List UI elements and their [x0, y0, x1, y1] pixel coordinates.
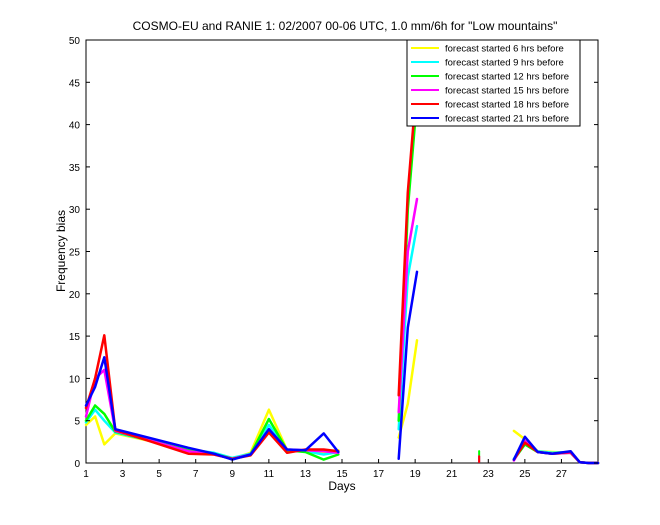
y-tick-label: 50 [69, 36, 81, 47]
x-tick-label: 27 [556, 469, 568, 480]
x-tick-label: 3 [120, 469, 126, 480]
x-tick-label: 5 [156, 469, 162, 480]
x-tick-label: 17 [373, 469, 385, 480]
legend: forecast started 6 hrs before forecast st… [406, 39, 581, 127]
legend-label-1: forecast started 6 hrs before [445, 44, 564, 55]
x-tick-label: 7 [193, 469, 199, 480]
y-axis-label: Frequency bias [54, 210, 68, 292]
chart-title: COSMO-EU and RANIE 1: 02/2007 00-06 UTC,… [133, 19, 558, 33]
x-tick-label: 1 [83, 469, 89, 480]
y-tick-label: 15 [69, 332, 81, 343]
x-tick-label: 15 [336, 469, 348, 480]
y-tick-label: 20 [69, 290, 81, 301]
x-tick-label: 19 [410, 469, 422, 480]
series-segment [397, 197, 419, 414]
y-tick-label: 25 [69, 248, 81, 259]
legend-entries: forecast started 6 hrs before forecast st… [411, 44, 569, 125]
x-tick-label: 23 [483, 469, 495, 480]
y-tick-label: 5 [74, 417, 80, 428]
y-tick-label: 35 [69, 163, 81, 174]
x-tick-label: 11 [264, 469, 275, 480]
x-tick-label: 9 [230, 469, 236, 480]
x-tick-label: 13 [300, 469, 312, 480]
legend-label-6: forecast started 21 hrs before [445, 114, 569, 125]
x-axis-label: Days [328, 479, 355, 493]
x-tick-label: 21 [446, 469, 458, 480]
y-tick-label: 0 [74, 459, 80, 470]
y-tick-label: 30 [69, 205, 81, 216]
legend-label-4: forecast started 15 hrs before [445, 86, 569, 97]
legend-label-2: forecast started 9 hrs before [445, 58, 564, 69]
legend-box [406, 39, 581, 127]
y-tick-label: 10 [69, 374, 81, 385]
series-segment [512, 435, 600, 465]
legend-label-3: forecast started 12 hrs before [445, 72, 569, 83]
x-tick-label: 25 [519, 469, 531, 480]
y-tick-label: 45 [69, 78, 81, 89]
y-tick-label: 40 [69, 121, 81, 132]
legend-label-5: forecast started 18 hrs before [445, 100, 569, 111]
series-segment [397, 270, 419, 461]
axes-layer: 1 3 5 7 9 11 13 15 17 19 21 23 25 2705101520253035404… [69, 36, 598, 480]
